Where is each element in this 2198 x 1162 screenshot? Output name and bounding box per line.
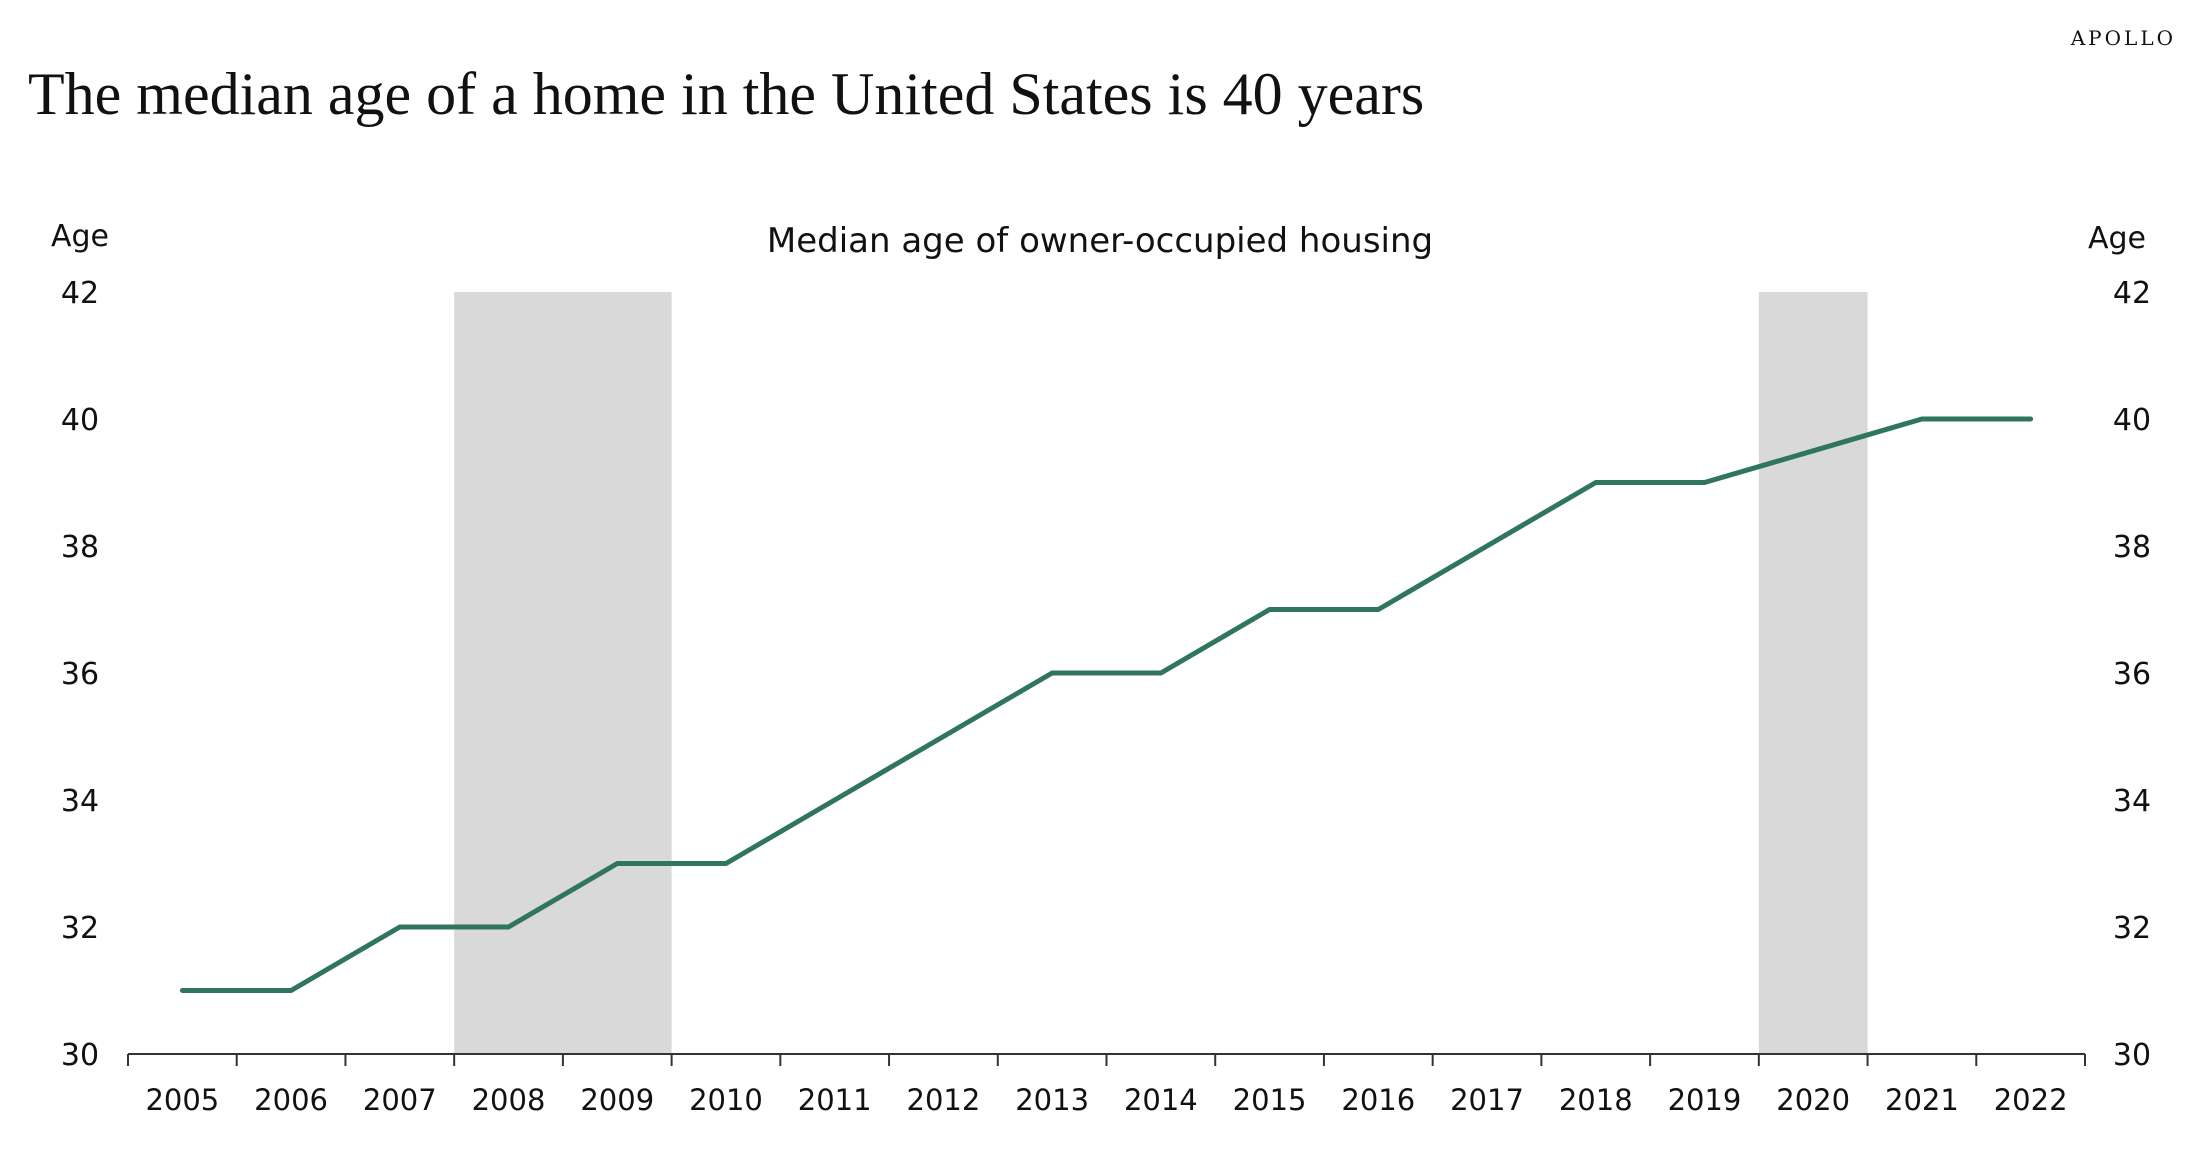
chart-title: Median age of owner-occupied housing xyxy=(767,221,1433,261)
x-tick-label: 2020 xyxy=(1776,1083,1850,1117)
series-line-1 xyxy=(179,416,2034,993)
recession-band-1 xyxy=(454,292,672,1054)
y-tick-label-right: 38 xyxy=(2113,530,2151,565)
y-tick-label-right: 32 xyxy=(2113,911,2151,946)
x-tick-label: 2011 xyxy=(798,1083,872,1117)
recession-band-2 xyxy=(1758,292,1868,1054)
y-axis-left: 30 32 34 36 38 40 42 xyxy=(61,276,99,1073)
y-tick-label-left: 34 xyxy=(61,784,99,819)
y-tick-label-left: 38 xyxy=(61,530,99,565)
x-tick-label: 2010 xyxy=(689,1083,763,1117)
x-tick-label: 2022 xyxy=(1994,1083,2068,1117)
x-tick-label: 2013 xyxy=(1015,1083,1089,1117)
y-tick-label-left: 40 xyxy=(61,403,99,438)
y-tick-label-left: 36 xyxy=(61,657,99,692)
x-tick-label: 2009 xyxy=(580,1083,654,1117)
x-tick-label: 2014 xyxy=(1124,1083,1198,1117)
page-title: The median age of a home in the United S… xyxy=(28,61,1425,127)
x-tick-label: 2008 xyxy=(472,1083,546,1117)
x-tick-label: 2021 xyxy=(1885,1083,1959,1117)
x-tick-label: 2016 xyxy=(1341,1083,1415,1117)
x-axis: 2005 2006 2007 2008 2009 2010 2011 2012 2013 2014… xyxy=(127,1053,2086,1117)
y-tick-label-left: 42 xyxy=(61,276,99,311)
y-tick-label-left: 32 xyxy=(61,911,99,946)
y-tick-label-right: 30 xyxy=(2113,1038,2151,1073)
brand-logo: APOLLO xyxy=(2070,26,2176,50)
y-tick-label-right: 36 xyxy=(2113,657,2151,692)
x-tick-label: 2015 xyxy=(1233,1083,1307,1117)
x-tick-label: 2005 xyxy=(145,1083,219,1117)
x-tick-label: 2017 xyxy=(1450,1083,1524,1117)
y-axis-label-left: Age xyxy=(51,219,109,254)
x-tick-label: 2006 xyxy=(254,1083,328,1117)
y-tick-label-right: 40 xyxy=(2113,403,2151,438)
y-axis-label-right: Age xyxy=(2088,221,2146,256)
x-tick-label: 2018 xyxy=(1559,1083,1633,1117)
y-tick-label-left: 30 xyxy=(61,1038,99,1073)
y-tick-label-right: 42 xyxy=(2113,276,2151,311)
x-tick-label: 2019 xyxy=(1668,1083,1742,1117)
y-tick-label-right: 34 xyxy=(2113,784,2151,819)
recession-bands xyxy=(454,292,1868,1054)
x-tick-label: 2012 xyxy=(907,1083,981,1117)
series-lines xyxy=(179,416,2034,993)
y-axis-right: 30 32 34 36 38 40 42 xyxy=(2113,276,2151,1073)
x-tick-label: 2007 xyxy=(363,1083,437,1117)
